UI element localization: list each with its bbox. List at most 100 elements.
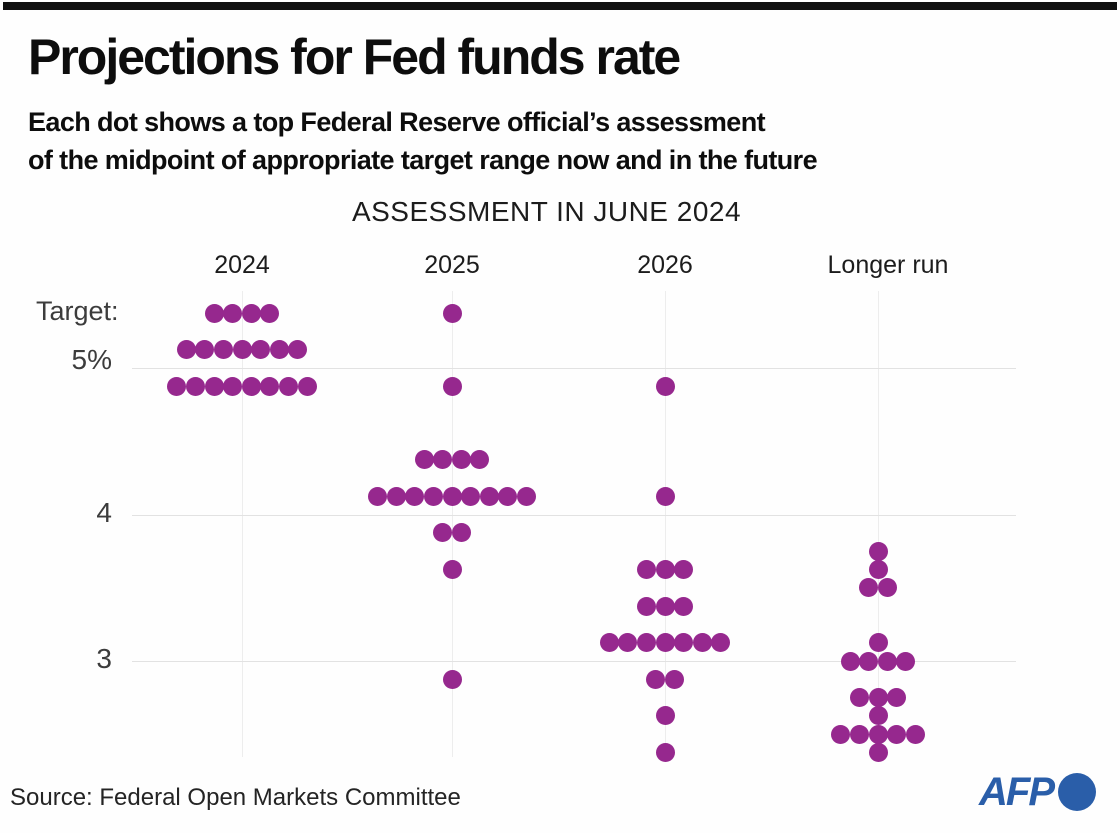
projection-dot	[386, 486, 406, 506]
projection-dot	[269, 340, 289, 360]
projection-dot	[849, 688, 869, 708]
projection-dot	[655, 559, 675, 579]
projection-dot	[433, 523, 453, 543]
page-subtitle: Each dot shows a top Federal Reserve off…	[28, 103, 818, 179]
projection-dot	[451, 523, 471, 543]
subtitle-line-2: of the midpoint of appropriate target ra…	[28, 145, 818, 175]
projection-dot	[674, 559, 694, 579]
projection-dot	[223, 376, 243, 396]
projection-dot	[859, 651, 879, 671]
projection-dot	[251, 340, 271, 360]
projection-dot	[260, 303, 280, 323]
projection-dot	[260, 376, 280, 396]
source-note: Source: Federal Open Markets Committee	[10, 784, 461, 811]
projection-dot	[368, 486, 388, 506]
column-gridline	[878, 291, 879, 757]
projection-dot	[868, 743, 888, 763]
projection-dot	[423, 486, 443, 506]
projection-dot	[479, 486, 499, 506]
column-header: Longer run	[827, 251, 949, 279]
projection-dot	[451, 450, 471, 470]
afp-logo-text: AFP	[979, 770, 1055, 814]
column-gridline	[242, 291, 243, 757]
projection-dot	[498, 486, 518, 506]
projection-dot	[618, 633, 638, 653]
projection-dot	[167, 376, 187, 396]
projection-dot	[636, 559, 656, 579]
y-tick-label: 5%	[71, 344, 112, 375]
column-header: 2025	[424, 251, 480, 279]
projection-dot	[241, 303, 261, 323]
y-tick-label: 3	[96, 643, 112, 674]
chart-title: ASSESSMENT IN JUNE 2024	[351, 196, 742, 227]
projection-dot	[223, 303, 243, 323]
projection-dot	[655, 486, 675, 506]
projection-dot	[461, 486, 481, 506]
projection-dot	[442, 486, 462, 506]
projection-dot	[232, 340, 252, 360]
projection-dot	[655, 596, 675, 616]
projection-dot	[711, 633, 731, 653]
projection-dot	[442, 669, 462, 689]
projection-dot	[868, 633, 888, 653]
projection-dot	[896, 651, 916, 671]
projection-dot	[840, 651, 860, 671]
projection-dot	[655, 376, 675, 396]
projection-dot	[186, 376, 205, 396]
projection-dot	[831, 724, 851, 744]
projection-dot	[905, 724, 925, 744]
projection-dot	[442, 303, 462, 323]
projection-dot	[868, 688, 888, 708]
projection-dot	[599, 633, 619, 653]
afp-logo-circle-icon	[1058, 773, 1096, 811]
projection-dot	[636, 596, 656, 616]
projection-dot	[646, 669, 666, 689]
projection-dot	[442, 376, 462, 396]
y-gridline	[132, 368, 1016, 369]
column-header: 2026	[637, 251, 693, 279]
projection-dot	[636, 633, 656, 653]
projection-dot	[414, 450, 434, 470]
projection-dot	[470, 450, 490, 470]
afp-logo: AFP	[979, 771, 1096, 813]
projection-dot	[859, 578, 879, 598]
projection-dot	[204, 303, 224, 323]
projection-dot	[176, 340, 196, 360]
column-gridline	[452, 291, 453, 757]
projection-dot	[868, 541, 888, 561]
projection-dot	[655, 633, 675, 653]
column-gridline	[665, 291, 666, 757]
projection-dot	[241, 376, 261, 396]
projection-dot	[877, 651, 897, 671]
projection-dot	[877, 578, 897, 598]
projection-dot	[655, 743, 675, 763]
projection-dot	[405, 486, 425, 506]
y-axis-prefix-label: Target:	[36, 296, 119, 326]
projection-dot	[433, 450, 453, 470]
projection-dot	[868, 559, 888, 579]
projection-dot	[213, 340, 233, 360]
projection-dot	[887, 688, 907, 708]
page-title: Projections for Fed funds rate	[28, 29, 681, 85]
projection-dot	[868, 724, 888, 744]
projection-dot	[516, 486, 536, 506]
projection-dot	[674, 633, 694, 653]
y-gridline	[132, 661, 1016, 662]
projection-dot	[297, 376, 317, 396]
top-accent-bar	[3, 2, 1117, 10]
projection-dot	[279, 376, 298, 396]
projection-dot	[887, 724, 907, 744]
subtitle-line-1: Each dot shows a top Federal Reserve off…	[28, 107, 766, 137]
projection-dot	[674, 596, 694, 616]
projection-dot	[288, 340, 308, 360]
column-header: 2024	[214, 251, 270, 279]
projection-dot	[442, 559, 462, 579]
projection-dot	[868, 706, 888, 726]
projection-dot	[664, 669, 684, 689]
projection-dot	[195, 340, 215, 360]
projection-dot	[204, 376, 224, 396]
y-gridline	[132, 515, 1016, 516]
projection-dot	[849, 724, 869, 744]
projection-dot	[655, 706, 675, 726]
